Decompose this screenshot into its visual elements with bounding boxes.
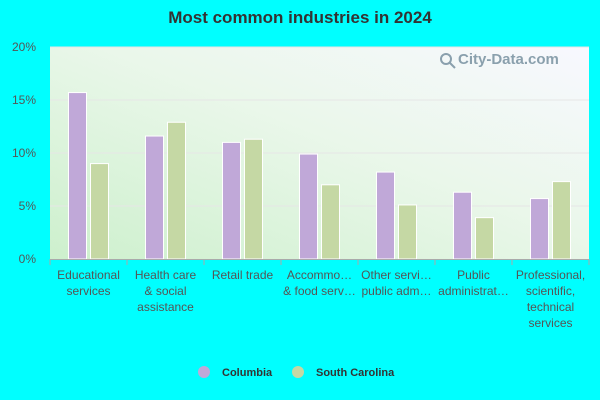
bar-south-carolina bbox=[244, 138, 263, 260]
x-category-label-line: Professional, bbox=[516, 268, 585, 282]
bar-columbia bbox=[222, 141, 241, 260]
legend-swatch bbox=[292, 366, 304, 378]
x-category-label-line: public adm… bbox=[361, 284, 431, 298]
y-tick-label: 5% bbox=[19, 199, 37, 213]
bar-columbia bbox=[145, 135, 164, 260]
x-category-label: Public administrat… bbox=[438, 268, 509, 298]
x-category-label-line: assistance bbox=[137, 300, 194, 314]
bar-columbia bbox=[453, 191, 472, 260]
x-category-label: Accommo… & food serv… bbox=[283, 268, 356, 298]
x-category-label-line: Public bbox=[457, 268, 490, 282]
bar-south-carolina bbox=[475, 217, 494, 260]
grid-lines bbox=[50, 46, 589, 207]
x-category-label-line: Other servi… bbox=[361, 268, 432, 282]
x-category-label: Other servi… public adm… bbox=[361, 268, 432, 298]
bar-south-carolina bbox=[321, 184, 340, 260]
y-tick-label: 20% bbox=[12, 40, 36, 54]
x-category-label-line: Accommo… bbox=[287, 268, 352, 282]
bar-columbia bbox=[299, 153, 318, 260]
watermark-text: City-Data.com bbox=[458, 51, 559, 68]
bar-south-carolina bbox=[167, 121, 186, 260]
bar-south-carolina bbox=[90, 163, 109, 260]
x-category-label-line: Educational bbox=[57, 268, 120, 282]
bar-columbia bbox=[68, 92, 87, 260]
x-category-label-line: Health care bbox=[135, 268, 197, 282]
x-category-label-line: administrat… bbox=[438, 284, 509, 298]
bar-columbia bbox=[376, 171, 395, 260]
y-tick-label: 15% bbox=[12, 93, 36, 107]
x-category-label-line: services bbox=[528, 316, 572, 330]
bar-columbia bbox=[530, 198, 549, 260]
legend: Columbia South Carolina bbox=[198, 366, 395, 379]
y-tick-label: 0% bbox=[19, 252, 37, 266]
x-category-label-line: & social bbox=[144, 284, 186, 298]
x-category-label: Educational services bbox=[57, 268, 120, 298]
axes: 0% 5% 10% 15% 20% Educational services Health c… bbox=[12, 40, 590, 330]
legend-swatch bbox=[198, 366, 210, 378]
y-tick-label: 10% bbox=[12, 146, 36, 160]
x-category-label-line: & food serv… bbox=[283, 284, 356, 298]
x-category-label-line: services bbox=[66, 284, 110, 298]
chart-title: Most common industries in 2024 bbox=[168, 8, 432, 27]
x-category-label: Health care & social assistance bbox=[135, 268, 197, 314]
x-category-label-line: technical bbox=[527, 300, 574, 314]
watermark: City-Data.com bbox=[440, 51, 559, 69]
bar-south-carolina bbox=[398, 204, 417, 260]
x-category-label: Professional, scientific, technical service… bbox=[516, 268, 585, 330]
legend-label: South Carolina bbox=[316, 367, 395, 379]
watermark-magnifier-handle bbox=[449, 62, 456, 69]
x-category-label: Retail trade bbox=[212, 268, 274, 282]
legend-label: Columbia bbox=[222, 367, 273, 379]
x-category-label-line: Retail trade bbox=[212, 268, 274, 282]
bar-south-carolina bbox=[552, 181, 571, 260]
x-category-label-line: scientific, bbox=[526, 284, 575, 298]
watermark-magnifier-icon bbox=[440, 53, 452, 65]
